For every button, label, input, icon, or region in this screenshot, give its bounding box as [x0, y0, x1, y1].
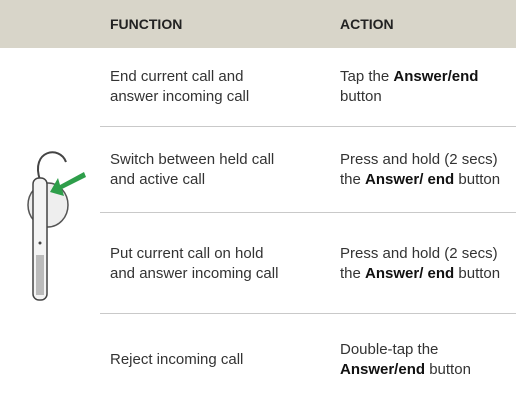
- table-row: Put current call on hold and answer inco…: [100, 212, 516, 314]
- function-cell: End current call and answer incoming cal…: [110, 68, 250, 105]
- action-text: button: [458, 171, 501, 188]
- function-cell: Put current call on hold and answer inco…: [110, 244, 279, 282]
- action-text: button: [429, 361, 471, 378]
- action-text: Press and hold (2 secs) the: [340, 244, 498, 282]
- action-cell: Press and hold (2 secs) the Answer/ end …: [340, 244, 505, 284]
- function-cell: Reject incoming call: [110, 351, 244, 368]
- table-row: Reject incoming call Double-tap the Answ…: [100, 313, 516, 406]
- action-cell: Press and hold (2 secs) the Answer/ end …: [340, 150, 505, 190]
- action-button: Answer/ end: [365, 264, 455, 282]
- arrow: [50, 172, 86, 196]
- headset-illustration: [27, 151, 86, 301]
- table-row: End current call and answer incoming cal…: [100, 48, 516, 126]
- action-text: Double-tap the: [340, 341, 439, 358]
- table-row: Switch between held call and active call…: [100, 126, 516, 213]
- action-text: button: [340, 88, 382, 105]
- header-row: FUNCTION ACTION: [0, 0, 516, 48]
- action-button: Answer/end: [340, 361, 426, 378]
- header-cell: ACTION: [340, 16, 394, 32]
- action-text: button: [458, 264, 501, 282]
- header-cell: FUNCTION: [110, 16, 183, 32]
- action-cell: Double-tap the Answer/end button: [340, 340, 505, 380]
- led: [38, 241, 42, 245]
- action-button: Answer/end: [393, 68, 479, 85]
- action-text: Tap the: [340, 68, 390, 85]
- ear-hook: [37, 151, 67, 181]
- action-cell: Tap the Answer/end button: [340, 67, 505, 107]
- grille: [36, 255, 44, 295]
- function-cell: Switch between held call and active call: [110, 151, 275, 188]
- action-button: Answer/ end: [365, 171, 455, 188]
- action-text: Press and hold (2 secs) the: [340, 151, 498, 188]
